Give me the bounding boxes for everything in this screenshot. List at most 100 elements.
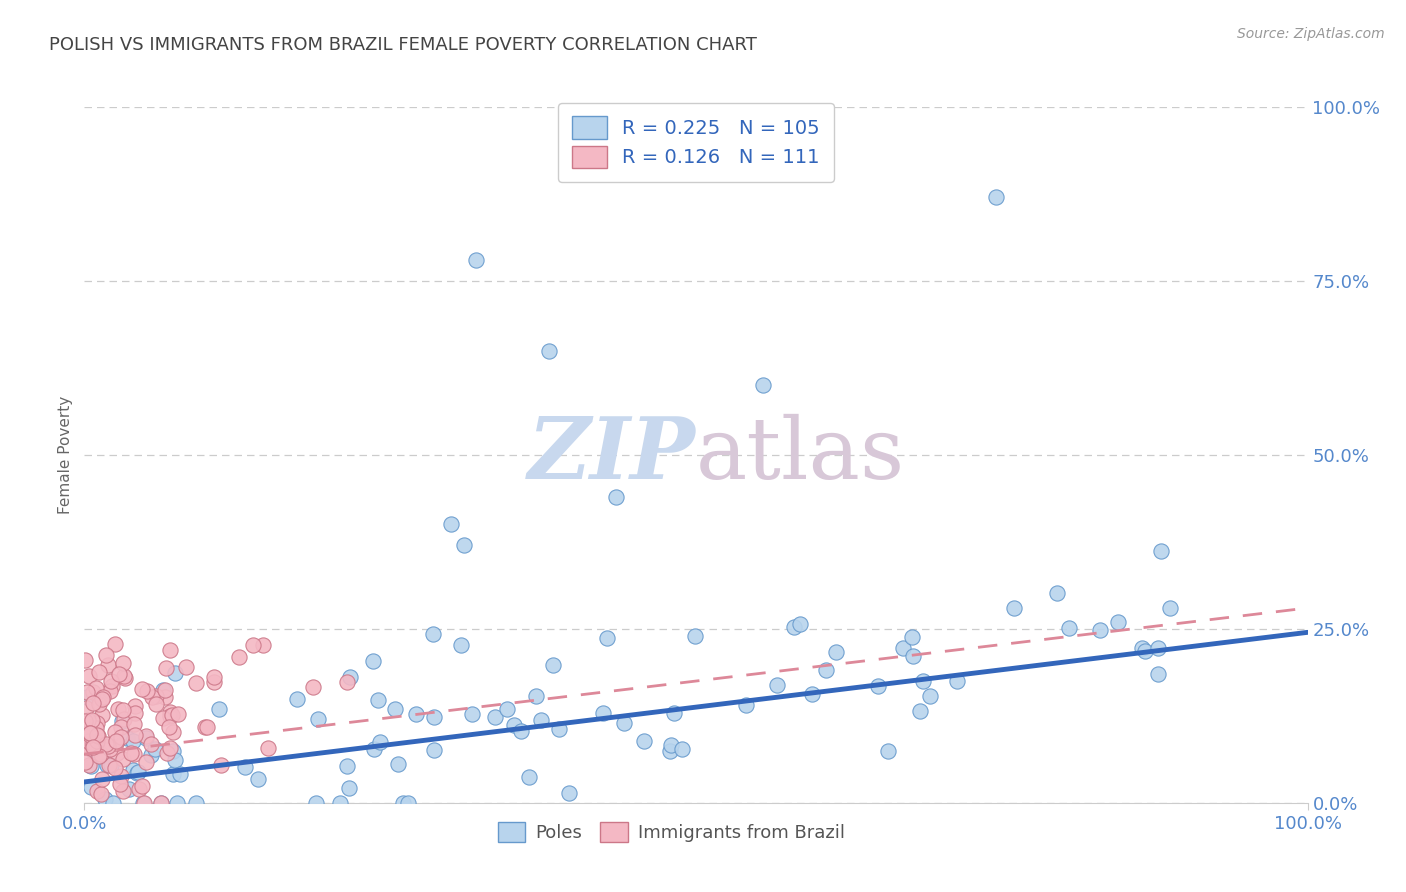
Point (186, 676, 208, 690)
Point (112, 656, 135, 670)
Point (1147, 667, 1170, 681)
Point (396, 796, 419, 810)
Point (557, 785, 579, 799)
Point (122, 734, 145, 748)
Point (84, 681, 107, 695)
Point (911, 673, 934, 688)
Point (1088, 623, 1111, 637)
Point (108, 777, 131, 791)
Point (79, 728, 101, 742)
Point (524, 689, 547, 703)
Point (510, 724, 533, 739)
Point (152, 711, 174, 725)
Point (384, 702, 406, 716)
Point (125, 766, 148, 780)
Point (163, 666, 186, 681)
Point (228, 649, 250, 664)
Text: ZIP: ZIP (529, 413, 696, 497)
Point (159, 643, 181, 657)
Point (94, 648, 117, 662)
Point (824, 645, 846, 659)
Point (75, 700, 97, 714)
Point (814, 663, 837, 677)
Point (82, 739, 104, 754)
Point (596, 631, 619, 645)
Point (422, 710, 444, 724)
Point (111, 703, 134, 717)
Point (110, 731, 132, 745)
Point (174, 659, 197, 673)
Point (256, 741, 278, 756)
Point (135, 731, 157, 745)
Point (122, 716, 145, 731)
Point (117, 731, 139, 745)
Point (84, 721, 107, 735)
Point (1130, 641, 1153, 656)
Point (387, 756, 409, 771)
Point (134, 796, 156, 810)
Point (662, 706, 685, 721)
Point (367, 692, 389, 706)
Point (149, 796, 172, 810)
Point (592, 706, 614, 720)
Point (111, 714, 134, 729)
Point (1002, 601, 1025, 615)
Point (96, 739, 118, 753)
Point (105, 746, 128, 760)
Point (194, 720, 217, 734)
Point (135, 729, 157, 743)
Point (1046, 586, 1069, 600)
Point (800, 687, 823, 701)
Point (73, 755, 96, 769)
Point (143, 741, 166, 756)
Point (75, 739, 97, 753)
Point (307, 712, 329, 726)
Point (90, 747, 112, 761)
Point (868, 679, 890, 693)
Point (162, 708, 184, 723)
Point (107, 702, 129, 716)
Point (141, 690, 163, 705)
Point (287, 692, 309, 706)
Point (153, 683, 176, 698)
Point (1107, 615, 1129, 629)
Point (90, 692, 112, 706)
Point (156, 746, 179, 760)
Point (91, 690, 114, 705)
Point (100, 758, 122, 772)
Point (202, 670, 225, 684)
Point (114, 671, 136, 685)
Point (1133, 643, 1156, 657)
Point (145, 698, 167, 712)
Point (538, 343, 561, 358)
Point (135, 755, 157, 769)
Point (80, 743, 103, 757)
Point (82, 713, 104, 727)
Point (96, 657, 118, 672)
Point (169, 767, 191, 781)
Point (132, 796, 155, 810)
Point (124, 706, 146, 720)
Point (159, 708, 181, 723)
Point (145, 689, 167, 703)
Text: Source: ZipAtlas.com: Source: ZipAtlas.com (1237, 27, 1385, 41)
Point (789, 616, 811, 631)
Point (77, 758, 100, 772)
Point (984, 190, 1007, 204)
Point (73, 653, 96, 667)
Point (86, 733, 108, 747)
Point (302, 680, 325, 694)
Point (1057, 621, 1080, 635)
Point (112, 669, 135, 683)
Point (155, 661, 177, 675)
Point (98, 741, 121, 756)
Point (159, 741, 181, 756)
Point (658, 744, 681, 758)
Point (464, 253, 486, 268)
Point (157, 720, 180, 734)
Point (77, 734, 100, 748)
Point (336, 674, 359, 689)
Point (75, 714, 97, 728)
Point (128, 782, 150, 797)
Point (242, 638, 264, 652)
